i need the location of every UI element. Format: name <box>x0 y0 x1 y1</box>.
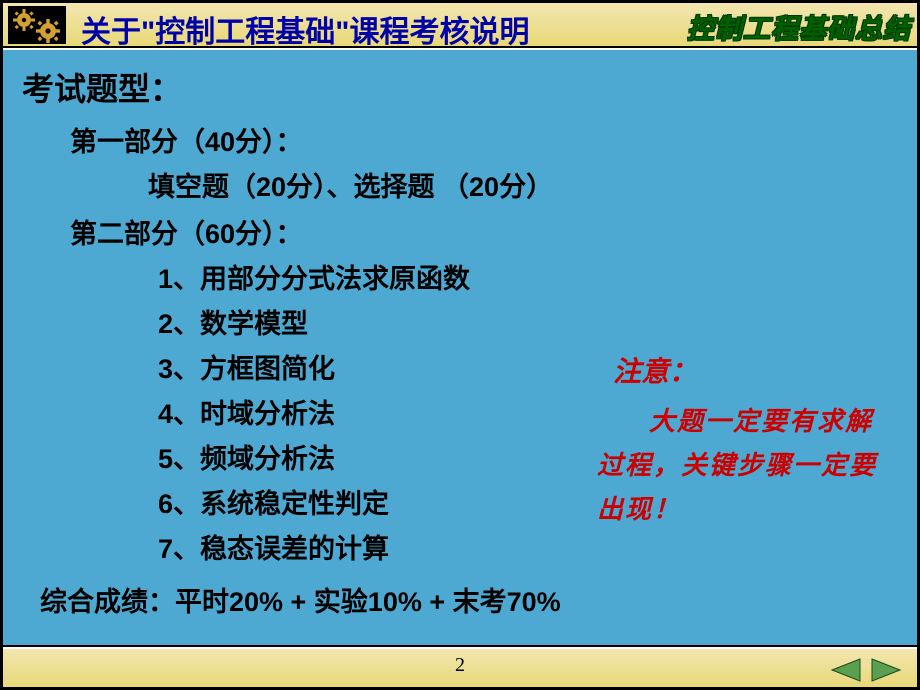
gears-icon <box>8 5 68 45</box>
content-area: 考试题型： 第一部分（40分）： 填空题（20分）、选择题 （20分） 第二部分… <box>3 50 917 647</box>
page-number: 2 <box>455 654 465 677</box>
header-subtitle: 控制工程基础总结 <box>687 7 911 46</box>
prev-icon[interactable] <box>830 657 862 683</box>
note-body: 大题一定要有求解过程，关键步骤一定要出现！ <box>597 400 897 533</box>
list-item: 7、稳态误差的计算 <box>158 527 902 566</box>
next-icon[interactable] <box>870 657 902 683</box>
part1-detail: 填空题（20分）、选择题 （20分） <box>148 165 902 204</box>
nav-arrows <box>830 657 902 683</box>
header-strip: 关于"控制工程基础"课程考核说明 控制工程基础总结 <box>3 3 917 48</box>
slide: 关于"控制工程基础"课程考核说明 控制工程基础总结 考试题型： 第一部分（40分… <box>0 0 920 690</box>
note-title: 注意： <box>613 350 897 390</box>
part2-label: 第二部分（60分）： <box>70 212 902 251</box>
summary-line: 综合成绩：平时20% + 实验10% + 末考70% <box>40 580 902 619</box>
footer-strip: 2 <box>3 649 917 687</box>
main-heading: 考试题型： <box>22 64 902 110</box>
list-item: 2、数学模型 <box>158 302 902 341</box>
part1-label: 第一部分（40分）： <box>70 120 902 159</box>
list-item: 1、用部分分式法求原函数 <box>158 257 902 296</box>
page-title: 关于"控制工程基础"课程考核说明 <box>81 7 529 51</box>
note-box: 注意： 大题一定要有求解过程，关键步骤一定要出现！ <box>597 350 897 533</box>
